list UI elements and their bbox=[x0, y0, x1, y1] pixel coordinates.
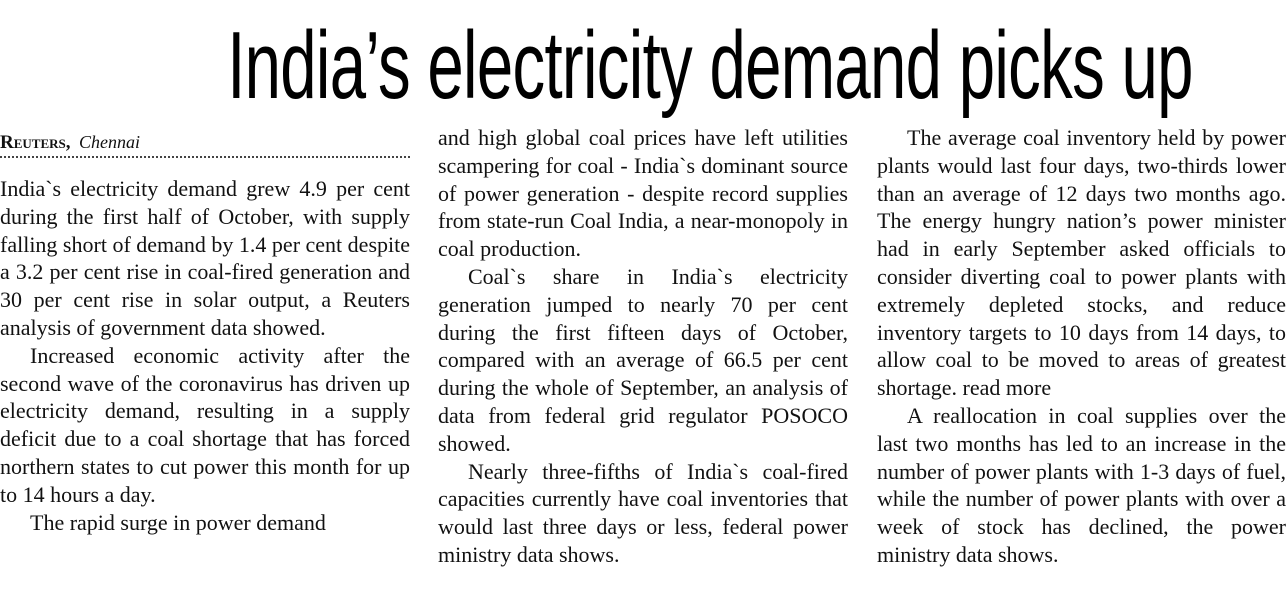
paragraph: Nearly three-fifths of India`s coal-fire… bbox=[438, 458, 848, 567]
paragraph: A reallocation in coal supplies over the… bbox=[877, 402, 1286, 567]
byline-agency: Reuters, bbox=[0, 132, 71, 153]
paragraph: and high global coal prices have left ut… bbox=[438, 125, 848, 262]
article-column-2: and high global coal prices have left ut… bbox=[438, 124, 848, 597]
paragraph: Coal`s share in India`s electricity gene… bbox=[438, 263, 848, 456]
paragraph: The rapid surge in power demand bbox=[30, 509, 326, 535]
paragraph: The average coal inventory held by power… bbox=[877, 125, 1286, 401]
byline: Reuters, Chennai bbox=[0, 128, 410, 158]
byline-place: Chennai bbox=[79, 132, 140, 152]
article-column-3: The average coal inventory held by power… bbox=[877, 124, 1286, 597]
headline-text: India’s electricity demand picks up bbox=[227, 12, 1193, 119]
headline: India’s electricity demand picks up bbox=[0, 2, 1286, 130]
paragraph: India`s electricity demand grew 4.9 per … bbox=[0, 176, 410, 340]
paragraph: Increased economic activity after the se… bbox=[0, 342, 410, 507]
article-column-1: India`s electricity demand grew 4.9 per … bbox=[0, 175, 410, 597]
